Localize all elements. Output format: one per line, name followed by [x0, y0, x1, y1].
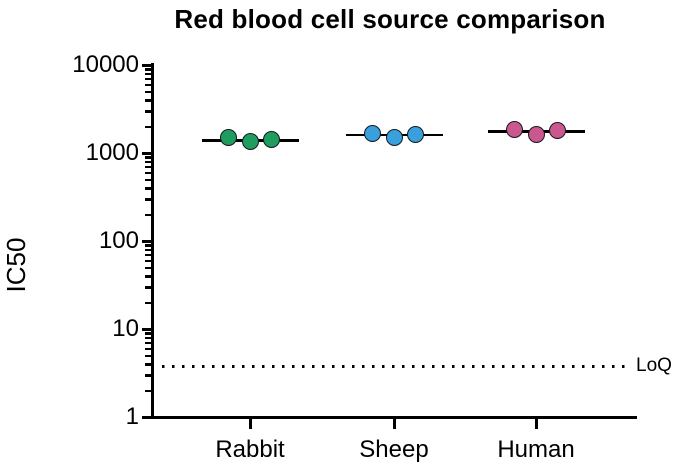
y-axis-minor-tick	[145, 125, 152, 128]
y-axis-minor-tick	[145, 244, 152, 247]
y-axis-tick-label: 100	[98, 227, 139, 255]
y-axis-minor-tick	[145, 275, 152, 278]
data-point-rabbit	[220, 129, 237, 147]
x-axis-category-label-sheep: Sheep	[359, 436, 429, 463]
y-axis-tick-label: 1	[125, 403, 139, 431]
y-axis-minor-tick	[145, 90, 152, 93]
y-axis-minor-tick	[145, 160, 152, 164]
data-point-rabbit	[263, 130, 280, 148]
y-axis-label: IC50	[1, 237, 31, 293]
y-axis-minor-tick	[145, 354, 152, 357]
y-axis-minor-tick	[145, 99, 152, 102]
x-axis-tick	[248, 419, 252, 429]
y-axis-major-tick	[142, 327, 152, 331]
x-axis-category-label-rabbit: Rabbit	[215, 436, 285, 463]
y-axis-minor-tick	[145, 266, 152, 269]
y-axis-minor-tick	[145, 301, 152, 304]
y-axis-minor-tick	[145, 347, 152, 350]
y-axis-minor-tick	[145, 178, 152, 181]
y-axis-minor-tick	[145, 68, 152, 71]
x-axis-tick	[534, 419, 538, 429]
y-axis-minor-tick	[145, 156, 152, 159]
y-axis-tick-label: 1000	[85, 139, 139, 167]
y-axis-minor-tick	[145, 72, 152, 76]
y-axis-line	[151, 63, 154, 419]
x-axis-category-label-human: Human	[497, 436, 575, 463]
x-axis-line	[150, 416, 637, 419]
y-axis-minor-tick	[145, 336, 152, 340]
y-axis-minor-tick	[145, 389, 152, 392]
y-axis-minor-tick	[145, 332, 152, 335]
y-axis-minor-tick	[145, 286, 152, 289]
data-point-rabbit	[242, 133, 259, 151]
y-axis-minor-tick	[145, 341, 152, 345]
y-axis-minor-tick	[145, 213, 152, 216]
y-axis-tick-label: 10000	[72, 51, 139, 79]
chart-title: Red blood cell source comparison	[174, 4, 606, 34]
y-axis-minor-tick	[145, 374, 152, 377]
y-axis-minor-tick	[145, 165, 152, 169]
y-axis-major-tick	[142, 151, 152, 155]
data-point-sheep	[407, 126, 424, 144]
data-point-sheep	[386, 128, 403, 146]
y-axis-minor-tick	[145, 77, 152, 81]
x-axis-tick	[392, 419, 396, 429]
y-axis-major-tick	[142, 239, 152, 243]
data-point-human	[549, 122, 566, 140]
loq-reference-line	[162, 364, 626, 368]
y-axis-minor-tick	[145, 198, 152, 201]
y-axis-minor-tick	[145, 259, 152, 262]
y-axis-minor-tick	[145, 248, 152, 252]
data-point-human	[506, 120, 523, 138]
y-axis-minor-tick	[145, 253, 152, 257]
y-axis-minor-tick	[145, 363, 152, 366]
y-axis-tick-label: 10	[112, 315, 139, 343]
data-point-human	[528, 125, 545, 143]
data-point-sheep	[364, 124, 381, 142]
y-axis-minor-tick	[145, 187, 152, 190]
y-axis-minor-tick	[145, 171, 152, 174]
loq-label: LoQ	[636, 355, 672, 377]
y-axis-minor-tick	[145, 110, 152, 113]
y-axis-minor-tick	[145, 83, 152, 86]
y-axis-major-tick	[142, 415, 152, 419]
y-axis-major-tick	[142, 63, 152, 67]
